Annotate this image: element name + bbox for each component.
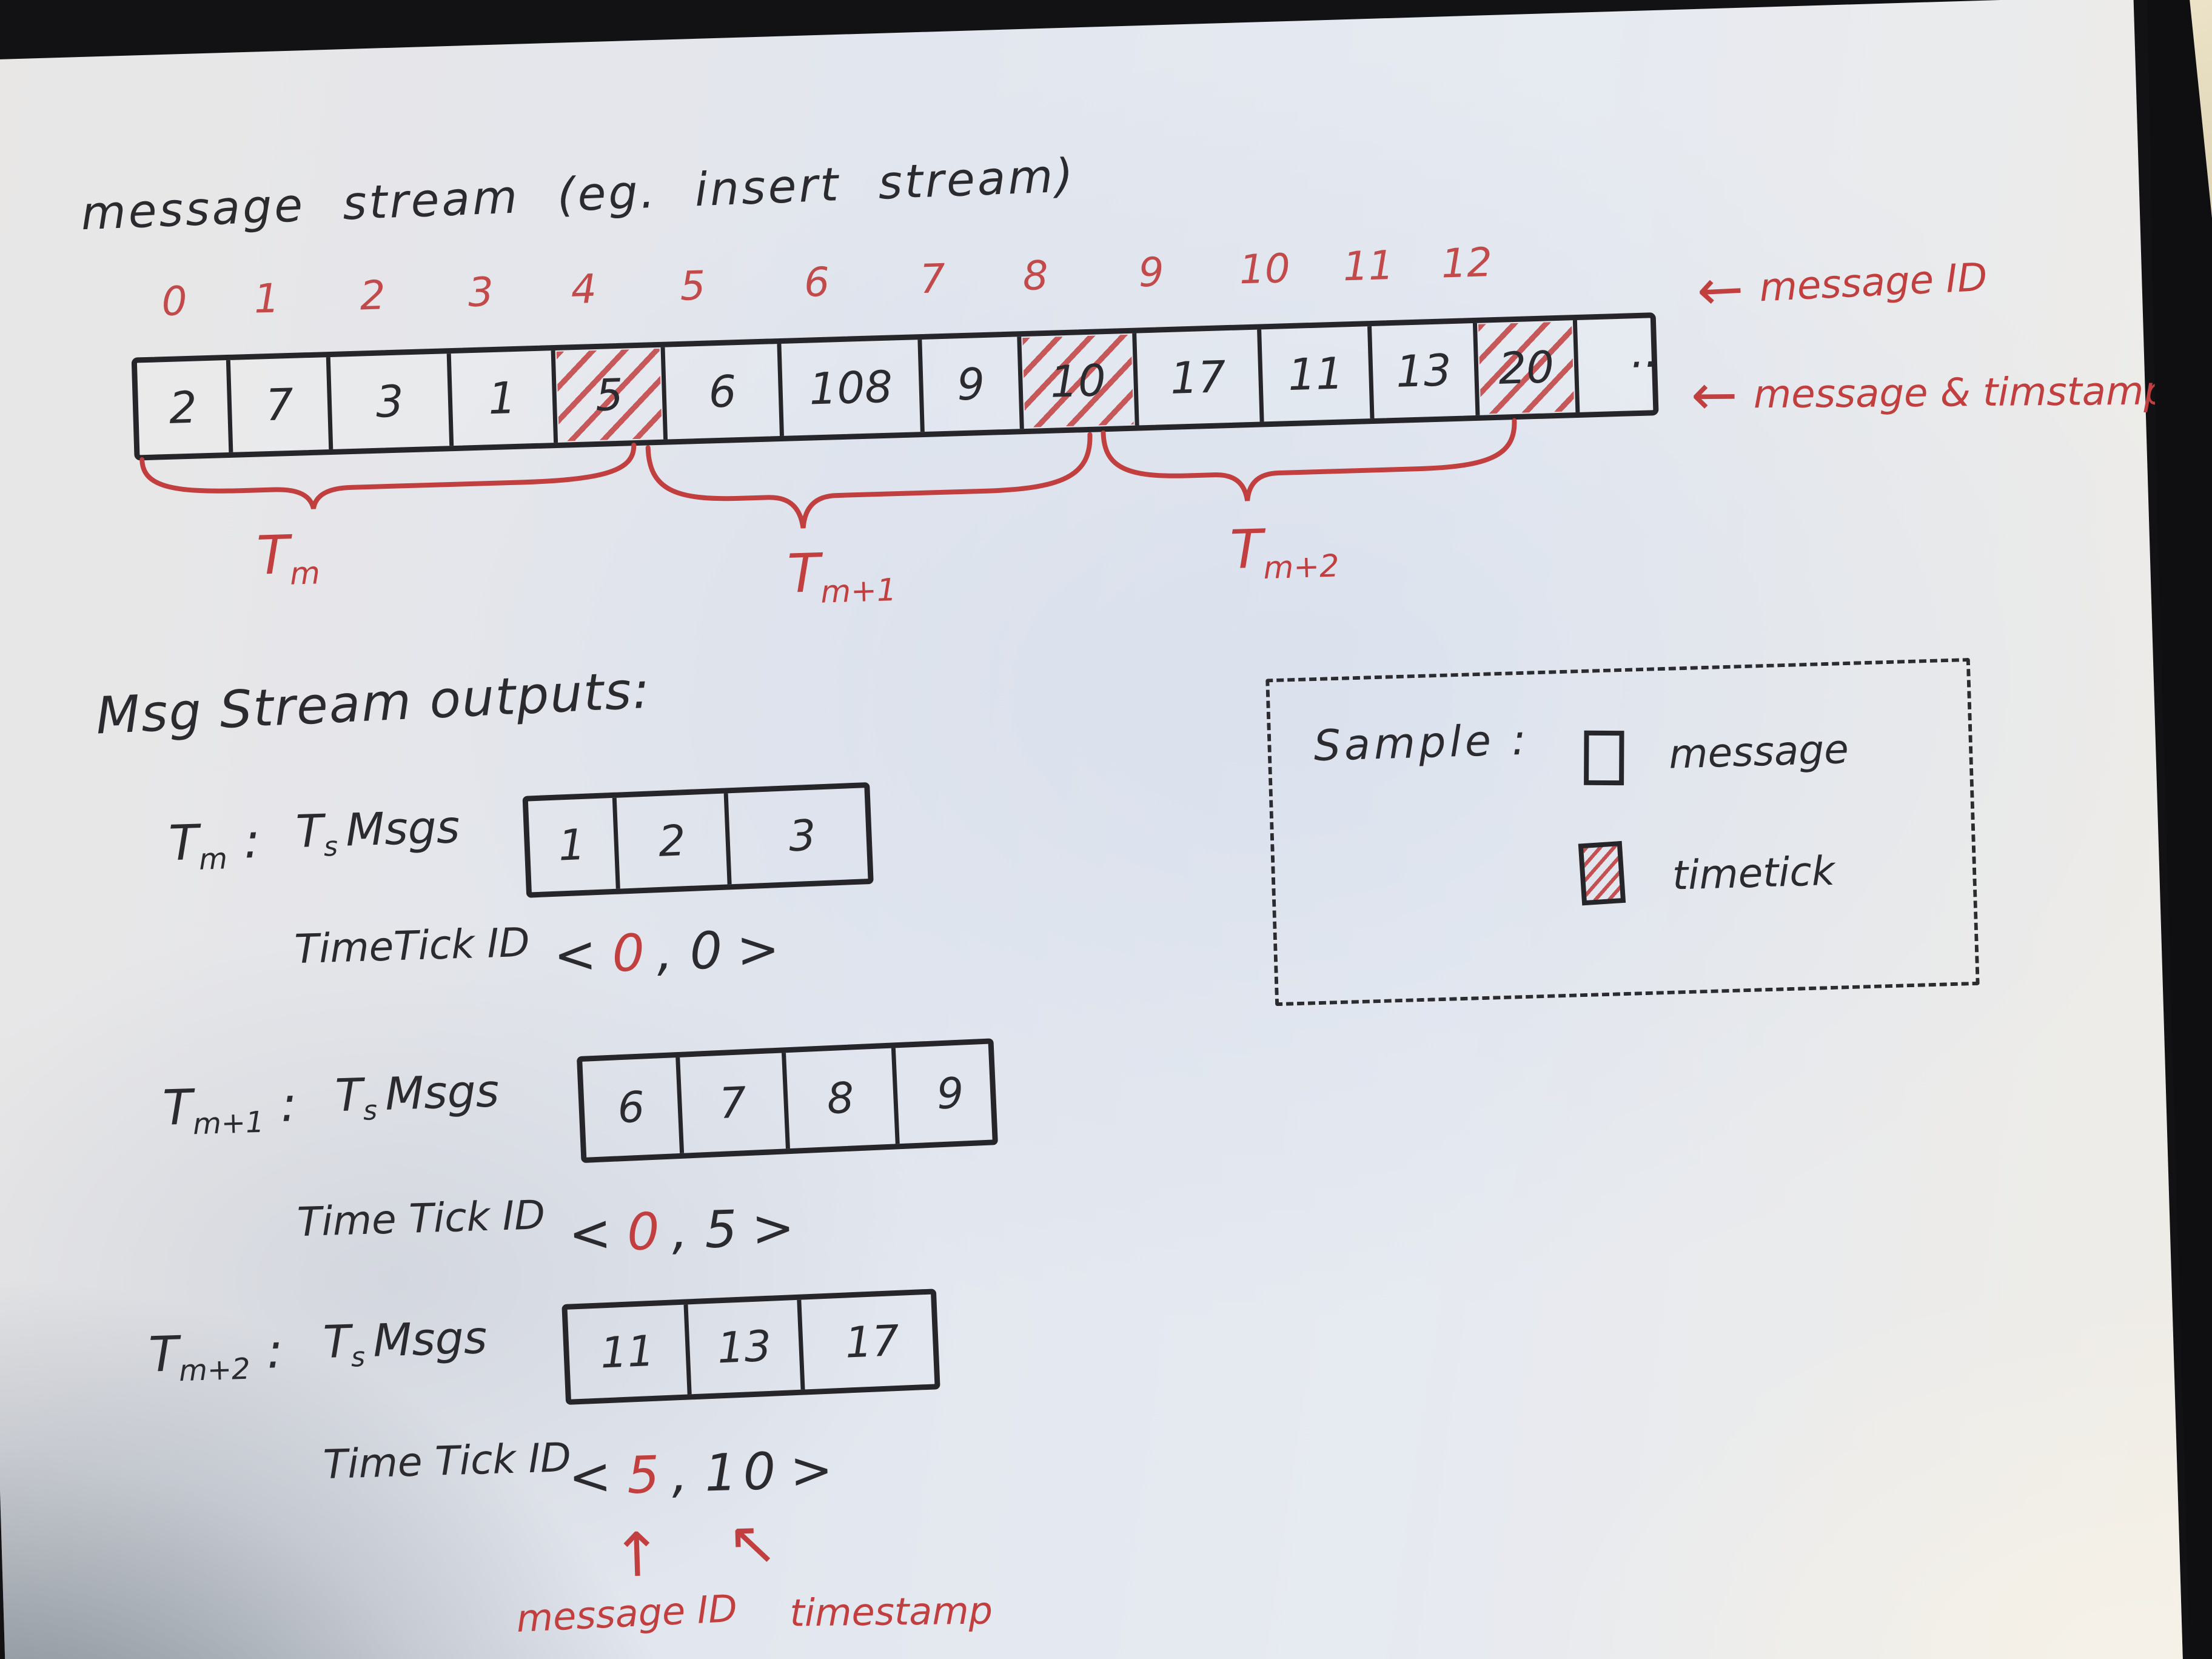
ts-msgs-box: 6 7 8 9: [576, 1038, 998, 1164]
ts-msgs-box: 11 13 17: [561, 1289, 940, 1405]
stream-cell: 17: [1136, 329, 1264, 426]
stream-index: 8: [1022, 252, 1049, 300]
stream-index: 5: [679, 262, 706, 310]
ts-msgs-label: Ts Msgs: [295, 801, 461, 863]
pointer-timestamp-label: timestamp: [789, 1588, 993, 1635]
timetick-id-label: Time Tick ID: [322, 1434, 572, 1489]
stream-cell: 3: [330, 354, 454, 449]
stream-index: 6: [803, 258, 831, 306]
msg-value: 6: [582, 1057, 685, 1158]
up-arrow-icon: ↑: [610, 1518, 664, 1592]
stream-cell: 7: [230, 357, 333, 452]
output-window-label: Tm+1:: [162, 1076, 298, 1142]
stream-index: 0: [161, 277, 188, 326]
msg-value: 8: [785, 1048, 900, 1149]
stream-index: 9: [1138, 249, 1165, 297]
timetick-cell: 5: [555, 347, 668, 443]
stream-index: 4: [570, 265, 597, 313]
timetick-id-label: Time Tick ID: [296, 1191, 546, 1246]
ts-msgs-box: 1 2 3: [522, 782, 874, 898]
message-timestamp-note: ← message & timstamp: [1691, 362, 2169, 428]
outputs-heading: Msg Stream outputs:: [94, 660, 652, 746]
stream-index: 3: [467, 268, 495, 317]
stream-index: 7: [919, 255, 947, 303]
page-title: message stream (eg. insert stream): [79, 148, 1077, 241]
msg-value: 2: [616, 793, 732, 889]
legend-title: Sample :: [1313, 714, 1530, 771]
msg-value: 3: [788, 810, 817, 862]
message-id-note-label: message ID: [1758, 255, 1989, 311]
stream-cell: 9: [922, 337, 1025, 432]
msg-value: 11: [567, 1304, 692, 1399]
message-id-note: ← message ID: [1695, 255, 1989, 324]
window-braces: [134, 410, 1651, 564]
stream-cell: 11: [1261, 326, 1375, 422]
window-label-tm: Tm: [255, 523, 321, 592]
stream-index: 2: [359, 272, 386, 320]
stream-index-row: 0 1 2 3 4 5 6 7 8 9 10 11 12: [129, 224, 1644, 330]
stream-index: 10: [1238, 244, 1291, 293]
timetick-id-tuple: <0, 0 >: [552, 919, 786, 985]
timetick-swatch-icon: [1578, 840, 1626, 906]
msg-value: 17: [844, 1315, 900, 1368]
timetick-id-tuple: <0, 5 >: [568, 1197, 802, 1264]
stream-index: 12: [1440, 239, 1493, 287]
ts-msgs-label: Ts Msgs: [322, 1312, 488, 1373]
pointer-message-id-label: message ID: [515, 1586, 739, 1641]
window-label-tm2: Tm+2: [1229, 517, 1340, 587]
stream-cell: 1: [451, 350, 558, 446]
msg-value: 1: [528, 797, 620, 893]
stream-cell: 2: [136, 360, 233, 455]
msg-value: 13: [688, 1299, 805, 1395]
timetick-id-tuple: <5, 10 >: [568, 1439, 840, 1507]
stream-index: 1: [253, 275, 280, 323]
left-arrow-icon: ←: [1691, 362, 1738, 428]
window-brace-tm2: [1097, 414, 1523, 511]
ts-msgs-label: Ts Msgs: [334, 1065, 500, 1127]
up-left-arrow-icon: ↖: [726, 1506, 779, 1580]
legend-box: Sample : message timetick: [1265, 657, 1980, 1007]
stream-index: 11: [1342, 241, 1395, 290]
output-window-label: Tm:: [168, 812, 261, 877]
timetick-cell: 10: [1021, 333, 1139, 429]
stream-cell-ellipsis: ··: [1627, 338, 1657, 390]
legend-timetick-label: timetick: [1671, 847, 1835, 899]
window-brace-tm: [134, 440, 643, 518]
msg-value: 7: [680, 1053, 790, 1153]
message-timestamp-note-label: message & timstamp: [1753, 369, 2169, 418]
window-brace-tm1: [642, 426, 1100, 540]
stream-cell: 108: [781, 340, 925, 436]
timetick-cell: 20: [1477, 320, 1580, 415]
timetick-id-label: TimeTick ID: [293, 919, 531, 973]
msg-value: 9: [936, 1068, 965, 1119]
message-swatch-icon: [1584, 730, 1624, 786]
left-arrow-icon: ←: [1695, 256, 1746, 324]
output-window-label: Tm+2:: [148, 1322, 284, 1389]
stream-cell: 13: [1372, 323, 1480, 418]
stream-cell: 6: [665, 343, 785, 440]
legend-message-label: message: [1668, 725, 1849, 778]
window-label-tm1: Tm+1: [786, 541, 897, 611]
